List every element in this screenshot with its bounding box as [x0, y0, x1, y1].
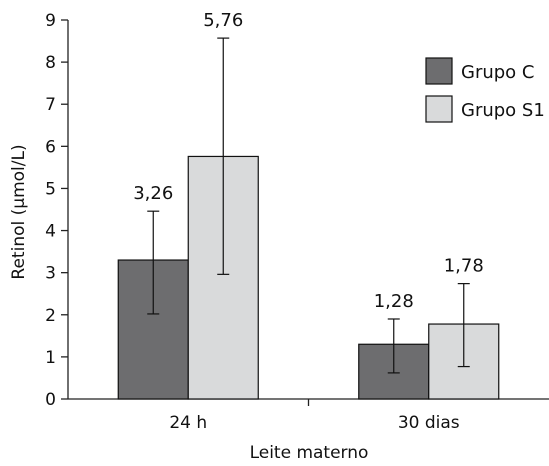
x-axis-ticks: 24 h 30 dias	[169, 399, 460, 433]
data-labels: 3,26 1,28 5,76 1,78	[133, 10, 484, 312]
y-tick-label: 7	[45, 95, 56, 115]
y-tick-label: 4	[45, 222, 56, 242]
y-tick-label: 9	[45, 11, 56, 31]
error-bars	[147, 37, 470, 374]
y-tick-label: 1	[45, 348, 56, 368]
data-label: 5,76	[203, 10, 243, 31]
y-tick-label: 6	[45, 137, 56, 157]
y-tick-label: 5	[45, 179, 56, 199]
y-axis-ticks: 0 1 2 3 4 5 6 7 8 9	[45, 11, 68, 410]
legend-label: Grupo C	[461, 62, 535, 83]
legend-label: Grupo S1	[461, 100, 545, 121]
legend-swatch	[425, 57, 453, 85]
legend-swatch	[425, 95, 453, 123]
y-tick-label: 2	[45, 306, 56, 326]
y-tick-label: 3	[45, 264, 56, 284]
data-label: 3,26	[133, 183, 173, 204]
x-tick-label: 30 dias	[398, 413, 460, 433]
x-tick-label: 24 h	[169, 413, 207, 433]
data-label: 1,78	[444, 256, 484, 277]
x-axis-title: Leite materno	[250, 443, 369, 463]
legend: Grupo C Grupo S1	[425, 57, 545, 123]
data-label: 1,28	[374, 291, 414, 312]
y-tick-label: 8	[45, 53, 56, 73]
y-tick-label: 0	[45, 390, 56, 410]
y-axis-title: Retinol (µmol/L)	[9, 144, 29, 279]
bars	[117, 155, 500, 400]
